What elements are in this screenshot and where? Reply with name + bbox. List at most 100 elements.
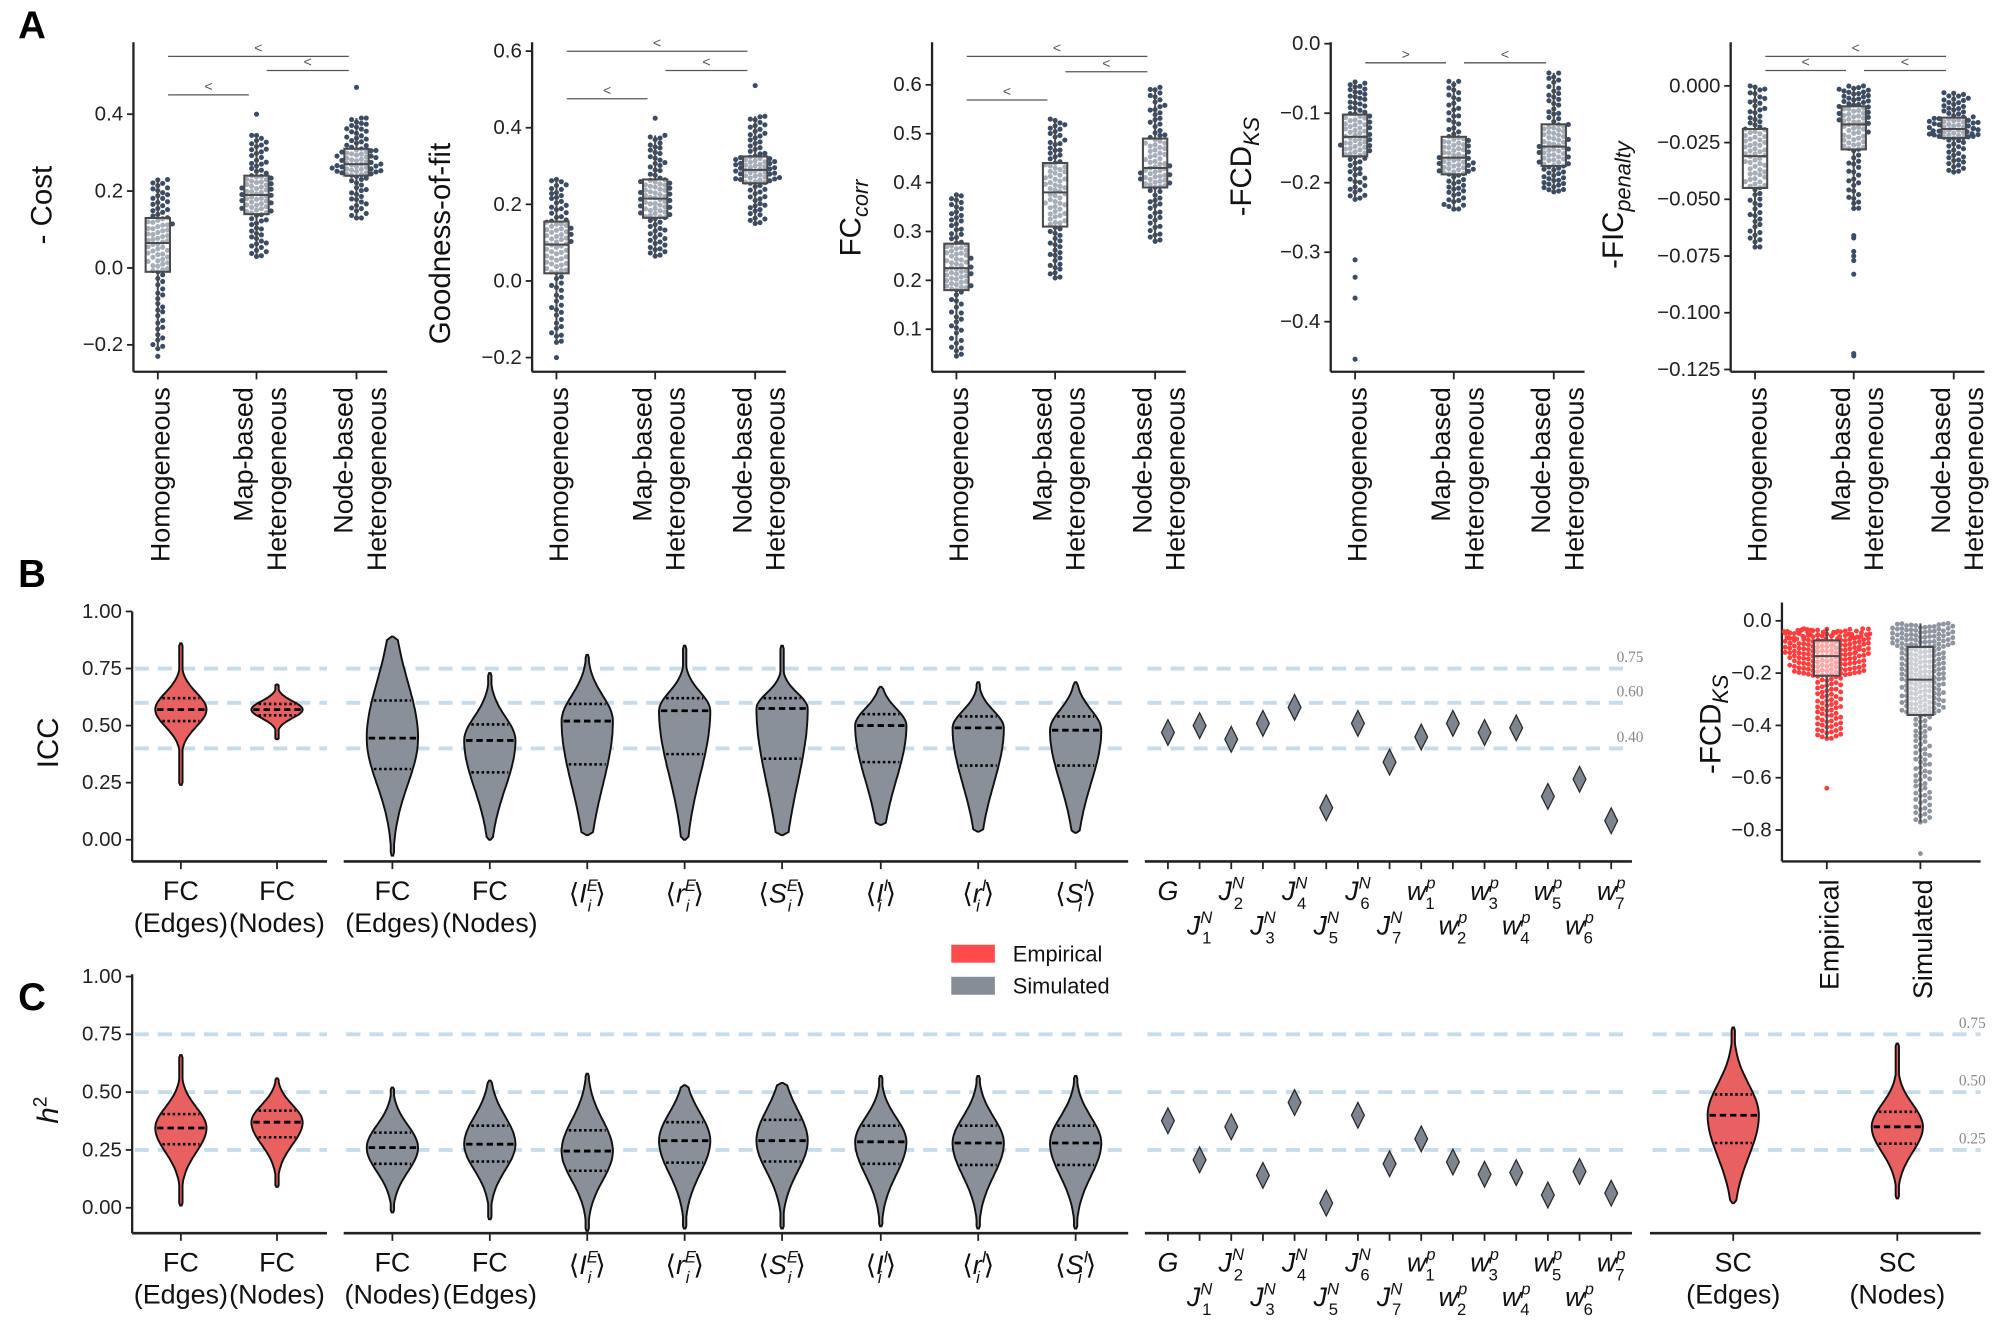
swarm-point: [1923, 718, 1928, 723]
swarm-point: [1148, 87, 1153, 92]
y-tick-label: 1.00: [82, 600, 122, 623]
symbol: J: [1281, 876, 1296, 906]
outlier-point: [1851, 249, 1856, 254]
x-category-math-label: G: [1157, 1248, 1178, 1278]
legend-swatch-empirical: [951, 945, 995, 963]
swarm-point: [1815, 628, 1820, 633]
swarm-point: [1941, 676, 1946, 681]
significance-label: >: [1402, 46, 1410, 62]
bracket-open: ⟨: [665, 1250, 676, 1280]
swarm-point: [1757, 237, 1762, 242]
swarm-point: [1861, 89, 1866, 94]
swarm-point: [1835, 629, 1840, 634]
outlier-point: [554, 355, 559, 360]
bracket-open: ⟨: [569, 878, 580, 908]
swarm-point: [1748, 120, 1753, 125]
swarm-point: [1913, 750, 1918, 755]
symbol: S: [769, 878, 787, 908]
superscript: N: [1232, 1245, 1245, 1264]
outlier-point: [1824, 786, 1829, 791]
swarm-point: [648, 154, 653, 159]
swarm-point: [1148, 220, 1153, 225]
swarm-point: [1936, 702, 1941, 707]
swarm-point: [1846, 178, 1851, 183]
bracket-close: ⟩: [885, 878, 896, 908]
swarm-point: [1456, 121, 1461, 126]
swarm-point: [1561, 175, 1566, 180]
x-category-math-label: ⟨IE i ⟩: [569, 1248, 606, 1288]
swarm-point: [1048, 156, 1053, 161]
swarm-point: [1348, 87, 1353, 92]
swarm-point: [1838, 704, 1843, 709]
significance-label: <: [1003, 83, 1011, 99]
swarm-point: [349, 138, 354, 143]
subscript: 3: [1265, 928, 1274, 947]
swarm-point: [757, 114, 762, 119]
x-category-label: Heterogeneous: [761, 387, 791, 571]
swarm-point: [1923, 630, 1928, 635]
significance-label: <: [603, 82, 611, 98]
parameter-diamond: [1478, 1161, 1491, 1187]
subscript: 6: [1584, 1300, 1593, 1319]
swarm-point: [349, 213, 354, 218]
violin-body: [562, 655, 613, 835]
y-axis-label-superscript: 2: [30, 1097, 51, 1108]
y-axis-label: -FICpenalty: [1597, 140, 1636, 269]
swarm-point: [1961, 140, 1966, 145]
swarm-point: [959, 218, 964, 223]
swarm-point: [757, 189, 762, 194]
swarm-point: [1456, 113, 1461, 118]
swarm-point: [1941, 671, 1946, 676]
violin-group: [1050, 1076, 1101, 1229]
swarm-point: [1927, 790, 1932, 795]
x-category-label: FC: [163, 876, 199, 906]
swarm-point: [373, 163, 378, 168]
swarm-point: [1956, 100, 1961, 105]
swarm-point: [160, 344, 165, 349]
swarm-point: [1899, 666, 1904, 671]
significance-label: <: [1852, 40, 1860, 56]
swarm-point: [1923, 729, 1928, 734]
swarm-point: [949, 231, 954, 236]
swarm-point: [1846, 187, 1851, 192]
swarm-point: [150, 180, 155, 185]
y-axis-label-text: Goodness-of-fit: [424, 143, 457, 344]
swarm-point: [1806, 662, 1811, 667]
parameter-diamond: [1605, 808, 1618, 834]
swarm-point: [1857, 639, 1862, 644]
swarm-point: [160, 196, 165, 201]
x-category-math-label: ⟨SI i ⟩: [1055, 876, 1096, 916]
swarm-point: [762, 187, 767, 192]
x-category-math-label: ⟨rI i ⟩: [962, 1248, 994, 1288]
superscript: p: [1425, 1245, 1435, 1264]
swarm-point: [1357, 166, 1362, 171]
reference-line-label: 0.40: [1617, 729, 1644, 746]
superscript: N: [1200, 908, 1213, 927]
swarm-point: [1890, 626, 1895, 631]
swarm-point: [1856, 165, 1861, 170]
swarm-point: [1748, 90, 1753, 95]
swarm-point: [657, 168, 662, 173]
parameter-diamond: [1446, 1149, 1459, 1175]
x-category-label: (Edges): [345, 908, 439, 938]
swarm-point: [1792, 649, 1797, 654]
swarm-point: [259, 143, 264, 148]
parameter-diamond: [1573, 766, 1586, 792]
swarm-point: [1899, 685, 1904, 690]
swarm-point: [1456, 97, 1461, 102]
swarm-point: [559, 280, 564, 285]
subscript: 5: [1329, 1300, 1338, 1319]
x-category-label: FC: [259, 1248, 295, 1278]
swarm-point: [359, 121, 364, 126]
swarm-point: [1866, 651, 1871, 656]
swarm-point: [1843, 667, 1848, 672]
swarm-point: [1157, 116, 1162, 121]
swarm-point: [1927, 119, 1932, 124]
symbol: S: [769, 1250, 787, 1280]
swarm-point: [1357, 84, 1362, 89]
box: [1842, 106, 1866, 149]
subscript: i: [686, 1268, 691, 1287]
swarm-point: [1899, 636, 1904, 641]
swarm-point: [264, 217, 269, 222]
y-tick-label: −0.125: [1657, 358, 1720, 381]
